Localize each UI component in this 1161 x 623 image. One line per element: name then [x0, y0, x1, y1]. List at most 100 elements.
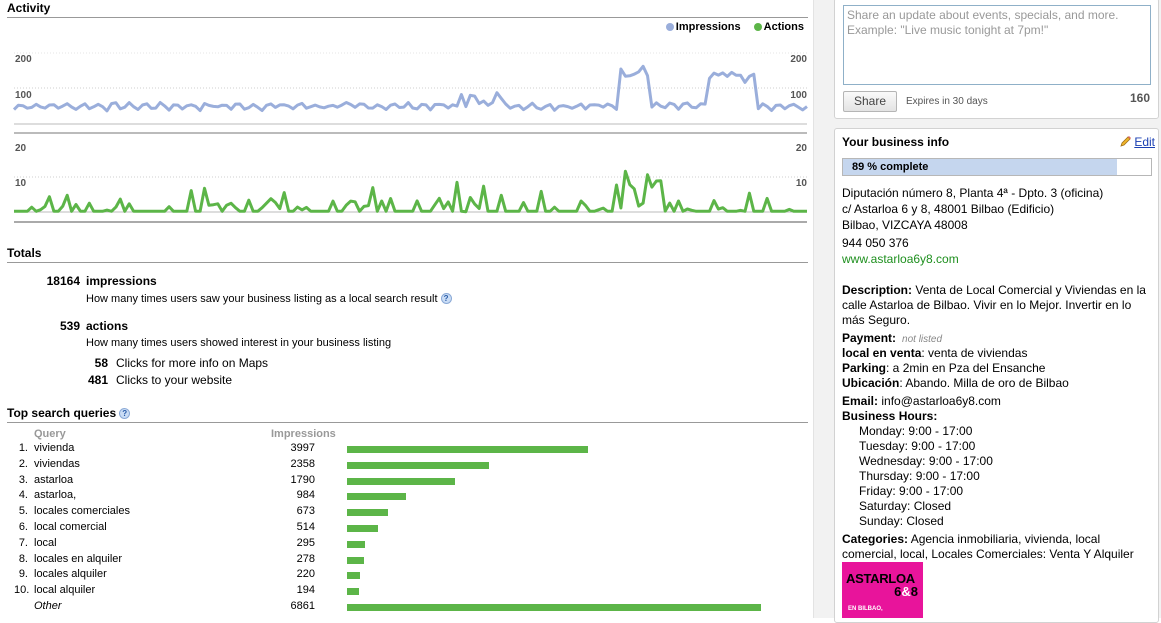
local-en-venta-row: local en venta: venta de viviendas — [842, 346, 1027, 360]
query-row: 9. locales alquiler 220 — [0, 568, 812, 584]
query-row: 5. locales comerciales 673 — [0, 505, 812, 521]
payment-row: Payment: not listed — [842, 331, 942, 345]
pencil-icon — [1120, 136, 1132, 147]
address-line2: c/ Astarloa 6 y 8, 48001 Bilbao (Edifici… — [842, 202, 1055, 216]
query-row: 8. locales en alquiler 278 — [0, 553, 812, 569]
help-icon[interactable]: ? — [119, 408, 131, 419]
impressions-total-label: impressions — [86, 274, 157, 288]
impressions-legend-dot — [665, 23, 674, 31]
query-term: local alquiler — [34, 584, 96, 597]
impressions-description-text: How many times users saw your business l… — [86, 293, 438, 305]
query-impressions: 295 — [296, 536, 315, 549]
impressions-ytick-200-right: 200 — [790, 54, 807, 65]
query-impressions-bar — [347, 493, 406, 501]
impressions-description: How many times users saw your business l… — [86, 293, 452, 305]
query-term: locales comerciales — [34, 505, 130, 518]
actions-ytick-20-right: 20 — [796, 143, 808, 154]
hours-wednesday: Wednesday: 9:00 - 17:00 — [859, 454, 993, 468]
parking-value: : a 2min en Pza del Ensanche — [886, 361, 1046, 375]
query-row: 7. local 295 — [0, 537, 812, 553]
website-clicks-label: Clicks to your website — [116, 373, 233, 387]
hours-tuesday: Tuesday: 9:00 - 17:00 — [859, 439, 976, 453]
legend-actions: Actions — [763, 21, 804, 33]
query-row: 3. astarloa 1790 — [0, 474, 812, 490]
business-sidebar: Share an update about events, specials, … — [834, 0, 1161, 623]
payment-label: Payment: — [842, 331, 897, 345]
impressions-ytick-200-left: 200 — [15, 54, 32, 65]
hours-friday: Friday: 9:00 - 17:00 — [859, 484, 964, 498]
edit-link[interactable]: Edit — [1120, 135, 1155, 149]
query-impressions-bar — [347, 525, 378, 532]
logo-amp: & — [901, 584, 911, 599]
ubicacion-value: : Abando. Milla de oro de Bilbao — [899, 376, 1069, 390]
query-rank: 6. — [18, 521, 28, 533]
categories-label: Categories: — [842, 532, 909, 546]
share-placeholder-line2: Example: "Live music tonight at 7pm!" — [847, 23, 1049, 37]
actions-series-line — [14, 169, 807, 214]
parking-row: Parking: a 2min en Pza del Ensanche — [842, 361, 1045, 375]
phone-number: 944 050 376 — [842, 236, 909, 250]
logo-line1: ASTARLOA — [846, 571, 915, 586]
query-impressions-bar — [347, 509, 388, 517]
query-rank: 8. — [18, 552, 28, 565]
query-impressions: 984 — [296, 489, 315, 502]
actions-total-label: actions — [86, 319, 129, 333]
local-en-venta-value: : venta de viviendas — [921, 346, 1028, 360]
business-hours-label: Business Hours: — [842, 409, 938, 423]
completion-text: 89 % complete — [852, 161, 928, 173]
hours-sunday: Sunday: Closed — [859, 514, 944, 528]
totals-rule — [7, 262, 808, 263]
business-info-box — [834, 128, 1159, 623]
logo-num2: 8 — [910, 584, 918, 599]
categories: Categories: Agencia inmobiliaria, vivien… — [842, 532, 1154, 562]
business-info-title: Your business info — [842, 135, 950, 149]
email-value: info@astarloa6y8.com — [881, 394, 1001, 408]
share-update-textarea[interactable]: Share an update about events, specials, … — [843, 5, 1151, 85]
edit-link-label: Edit — [1134, 135, 1155, 149]
hours-saturday: Saturday: Closed — [859, 499, 952, 513]
completion-text-value: 89 % complete — [852, 161, 929, 173]
ubicacion-row: Ubicación: Abando. Milla de oro de Bilba… — [842, 376, 1069, 390]
website-clicks-count: 481 — [87, 373, 108, 387]
query-rank: 2. — [18, 457, 28, 470]
actions-ytick-20-left: 20 — [15, 143, 27, 154]
logo-line3: EN BILBAO, — [848, 606, 883, 612]
query-rank: 5. — [18, 505, 28, 518]
query-impressions-bar — [347, 446, 588, 453]
query-impressions-bar — [347, 461, 489, 469]
help-icon[interactable]: ? — [440, 293, 452, 304]
query-row: 2. viviendas 2358 — [0, 458, 812, 474]
panel-divider — [813, 0, 834, 618]
logo-line2: 6&8 — [894, 584, 918, 599]
query-impressions-bar — [347, 572, 360, 580]
query-impressions: 2358 — [290, 457, 315, 470]
query-impressions: 1790 — [290, 473, 315, 486]
email-label: Email: — [842, 394, 879, 408]
share-placeholder-line1: Share an update about events, specials, … — [847, 8, 1119, 22]
completion-progress-fill — [843, 159, 1118, 175]
logo-num1: 6 — [894, 584, 902, 599]
impressions-ytick-100-right: 100 — [790, 90, 807, 101]
description-text: Venta de Local Comercial y Viviendas en … — [842, 283, 1146, 327]
actions-description: How many times users showed interest in … — [86, 337, 392, 349]
queries-title: Top search queries? — [7, 406, 131, 420]
impressions-column-header: Impressions — [271, 428, 336, 440]
query-term: vivienda — [34, 442, 75, 454]
query-rank: 3. — [18, 473, 28, 486]
legend-impressions: Impressions — [675, 21, 741, 33]
email-row: Email: info@astarloa6y8.com — [842, 394, 1001, 408]
query-term: local comercial — [34, 521, 107, 533]
query-term: local — [34, 536, 57, 549]
maps-clicks-label: Clicks for more info on Maps — [116, 356, 269, 370]
activity-chart: 200 100 200 100 20 10 20 10 — [12, 52, 808, 223]
share-button[interactable]: Share — [843, 91, 897, 112]
character-count: 160 — [1129, 91, 1150, 105]
query-term: viviendas — [34, 457, 80, 470]
impressions-total: 18164 — [46, 274, 80, 288]
query-rank: 7. — [18, 536, 28, 549]
website-link[interactable]: www.astarloa6y8.com — [842, 252, 959, 266]
categories-text: Agencia inmobiliaria, vivienda, local co… — [842, 532, 1134, 561]
chart-legend: Impressions Actions — [656, 21, 804, 33]
query-impressions-bar — [347, 477, 455, 485]
insights-panel: Activity Impressions Actions 200 100 200… — [0, 1, 812, 612]
